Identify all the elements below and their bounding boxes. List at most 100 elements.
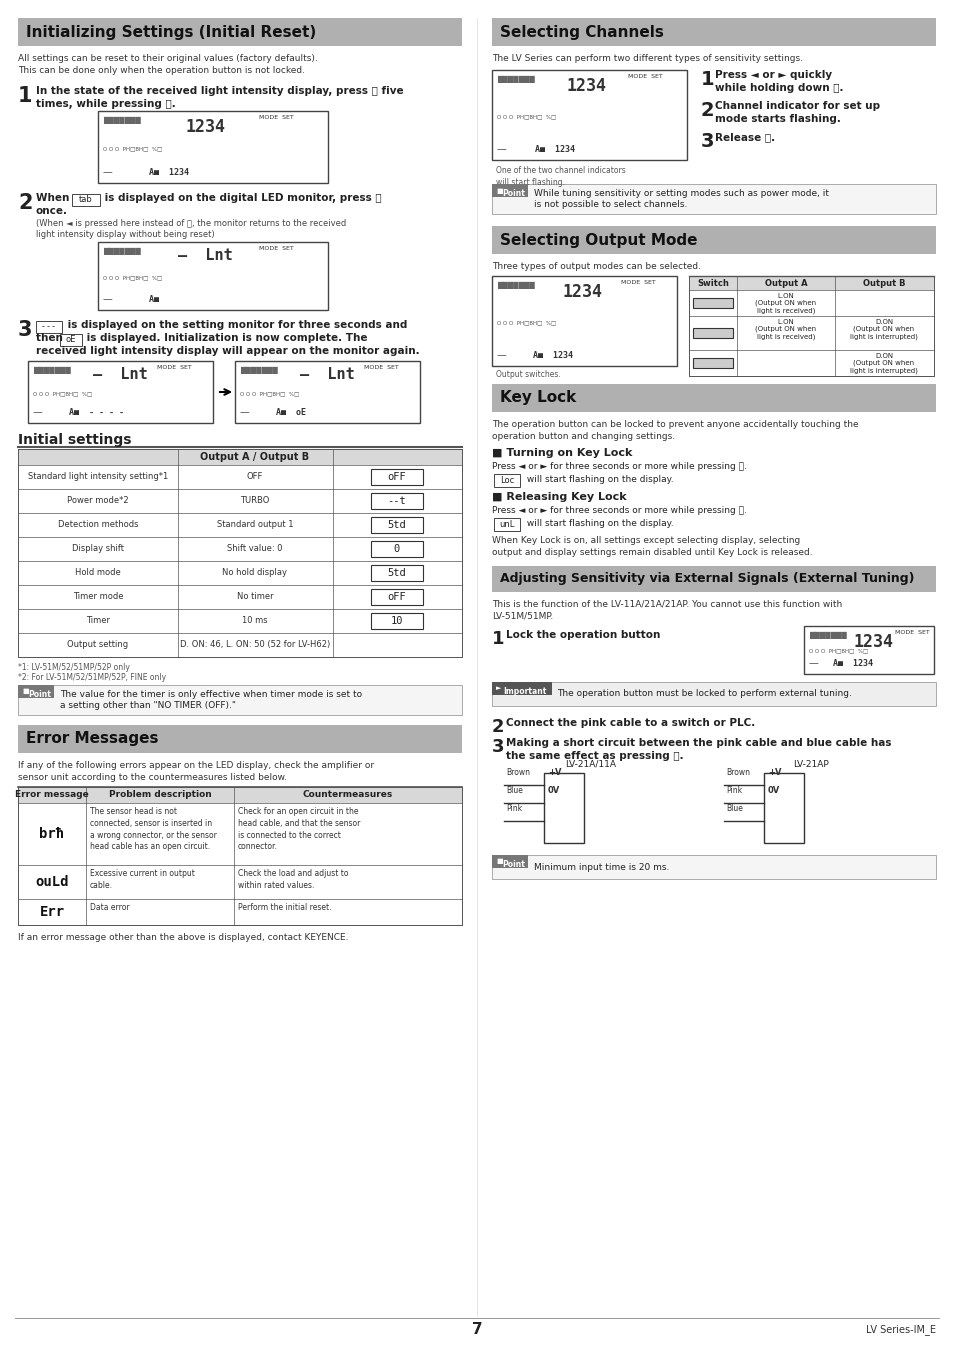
Text: brħ: brħ [39, 828, 65, 841]
Text: Power mode*2: Power mode*2 [67, 496, 129, 506]
Text: In the state of the received light intensity display, press Ⓢ five: In the state of the received light inten… [36, 86, 403, 96]
Text: O O O  PH□BH□  %□: O O O PH□BH□ %□ [240, 391, 299, 396]
Bar [492, 855, 935, 879]
Text: 1: 1 [492, 630, 504, 648]
Text: When: When [36, 193, 73, 204]
Text: When Key Lock is on, all settings except selecting display, selecting: When Key Lock is on, all settings except… [492, 537, 800, 545]
Text: A■: A■ [149, 295, 169, 305]
Text: Standard output 1: Standard output 1 [216, 520, 293, 530]
Text: 1234: 1234 [185, 119, 225, 136]
Bar [18, 449, 461, 656]
Bar [98, 111, 328, 183]
Text: Output setting: Output setting [68, 640, 129, 650]
Text: output and display settings remain disabled until Key Lock is released.: output and display settings remain disab… [492, 549, 812, 557]
Text: ■ Releasing Key Lock: ■ Releasing Key Lock [492, 492, 626, 501]
Text: No hold display: No hold display [222, 569, 287, 577]
Bar [494, 518, 519, 531]
Text: LV-51M/51MP.: LV-51M/51MP. [492, 612, 553, 621]
Bar [18, 685, 54, 698]
Text: light intensity display without being reset): light intensity display without being re… [36, 231, 214, 239]
Text: 5td: 5td [387, 520, 406, 530]
Text: ███████: ███████ [808, 632, 845, 639]
Text: +V: +V [767, 768, 781, 776]
Text: Standard light intensity setting*1: Standard light intensity setting*1 [28, 473, 168, 481]
Bar [234, 361, 419, 423]
Text: 2: 2 [700, 101, 714, 120]
Text: 1: 1 [18, 86, 32, 106]
Text: oE: oE [66, 336, 76, 345]
Text: +V: +V [547, 768, 561, 776]
Text: 1234: 1234 [565, 77, 605, 94]
Text: The operation button can be locked to prevent anyone accidentally touching the: The operation button can be locked to pr… [492, 421, 858, 429]
Text: MODE  SET: MODE SET [620, 280, 656, 284]
Bar [492, 183, 935, 214]
Text: A■  1234: A■ 1234 [149, 168, 189, 177]
Bar [688, 276, 933, 290]
Text: This is the function of the LV-11A/21A/21AP. You cannot use this function with: This is the function of the LV-11A/21A/2… [492, 600, 841, 609]
Text: —: — [103, 167, 112, 177]
Bar [492, 682, 552, 696]
Text: Three types of output modes can be selected.: Three types of output modes can be selec… [492, 262, 700, 271]
Text: —  Lnt: — Lnt [92, 367, 148, 381]
Text: Err: Err [39, 905, 65, 919]
Text: sensor unit according to the countermeasures listed below.: sensor unit according to the countermeas… [18, 772, 287, 782]
Text: O O O  PH□BH□  %□: O O O PH□BH□ %□ [103, 275, 162, 280]
Text: 3: 3 [18, 319, 32, 340]
Text: If an error message other than the above is displayed, contact KEYENCE.: If an error message other than the above… [18, 933, 348, 942]
Bar [18, 449, 461, 465]
Bar [492, 183, 527, 197]
Text: Blue: Blue [505, 786, 522, 795]
Text: Check the load and adjust to
within rated values.: Check the load and adjust to within rate… [237, 869, 348, 890]
Text: while holding down Ⓜ.: while holding down Ⓜ. [714, 84, 842, 93]
Bar [371, 469, 422, 485]
Text: The LV Series can perform two different types of sensitivity settings.: The LV Series can perform two different … [492, 54, 802, 63]
Bar [494, 474, 519, 487]
Text: MODE  SET: MODE SET [364, 365, 399, 369]
Text: Switch: Switch [697, 279, 728, 287]
Text: Error Messages: Error Messages [26, 732, 158, 747]
Text: Error message: Error message [15, 790, 89, 799]
Text: Minimum input time is 20 ms.: Minimum input time is 20 ms. [534, 863, 669, 872]
Text: 5td: 5td [387, 568, 406, 578]
Text: Connect the pink cable to a switch or PLC.: Connect the pink cable to a switch or PL… [505, 718, 755, 728]
Text: ███████: ███████ [497, 75, 534, 84]
Bar [98, 243, 328, 310]
Text: Key Lock: Key Lock [499, 391, 576, 406]
Text: ■ Turning on Key Lock: ■ Turning on Key Lock [492, 448, 632, 458]
Text: Channel indicator for set up: Channel indicator for set up [714, 101, 880, 111]
Text: Brown: Brown [505, 768, 530, 776]
Text: Adjusting Sensitivity via External Signals (External Tuning): Adjusting Sensitivity via External Signa… [499, 573, 914, 585]
Text: No timer: No timer [236, 593, 273, 601]
Bar [492, 855, 527, 868]
Bar [803, 625, 933, 674]
Text: ███████: ███████ [33, 367, 71, 375]
Text: Loc: Loc [499, 476, 514, 485]
Text: - - -: - - - [43, 322, 55, 332]
Text: Detection methods: Detection methods [58, 520, 138, 530]
Bar [492, 566, 935, 592]
Text: Lock the operation button: Lock the operation button [505, 630, 659, 640]
Text: All settings can be reset to their original values (factory defaults).: All settings can be reset to their origi… [18, 54, 317, 63]
Text: ■: ■ [496, 859, 502, 864]
Bar [492, 682, 935, 706]
Bar [371, 518, 422, 532]
Text: ouLd: ouLd [35, 875, 69, 888]
Text: the same effect as pressing Ⓢ.: the same effect as pressing Ⓢ. [505, 751, 683, 762]
Text: will start flashing on the display.: will start flashing on the display. [523, 474, 673, 484]
Text: Output switches.: Output switches. [496, 369, 560, 379]
Text: mode starts flashing.: mode starts flashing. [714, 115, 840, 124]
Text: Perform the initial reset.: Perform the initial reset. [237, 903, 331, 913]
Text: LV Series-IM_E: LV Series-IM_E [865, 1325, 935, 1336]
Text: One of the two channel indicators
will start flashing.: One of the two channel indicators will s… [496, 166, 625, 187]
Text: If any of the following errors appear on the LED display, check the amplifier or: If any of the following errors appear on… [18, 762, 374, 770]
Text: —: — [808, 658, 818, 669]
Text: 3: 3 [700, 132, 714, 151]
Text: ███████: ███████ [497, 282, 534, 288]
Text: Countermeasures: Countermeasures [302, 790, 393, 799]
Text: 1234: 1234 [561, 283, 601, 301]
Text: Data error: Data error [90, 903, 130, 913]
Bar [60, 334, 82, 346]
Text: O O O  PH□BH□  %□: O O O PH□BH□ %□ [103, 146, 162, 151]
Text: D.ON
(Output ON when
light is interrupted): D.ON (Output ON when light is interrupte… [849, 319, 917, 340]
Bar [763, 772, 803, 842]
